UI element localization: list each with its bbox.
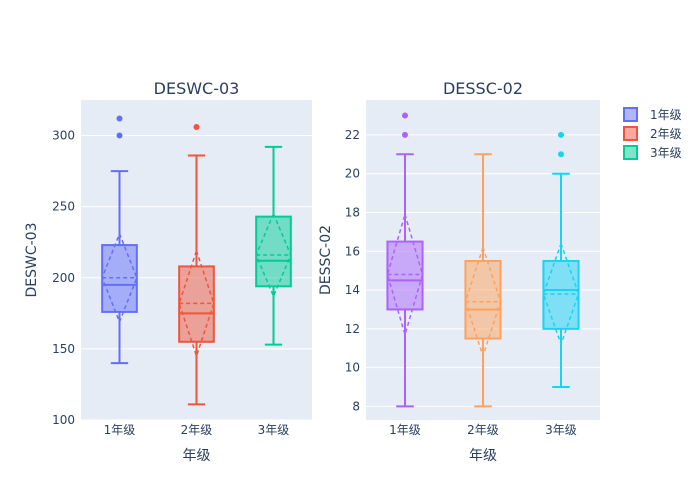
box-trace-2 [464, 153, 502, 408]
x-tick-label: 2年级 [467, 423, 499, 437]
sd-diamond [101, 231, 138, 324]
subplot-title: DESSC-02 [443, 79, 523, 98]
box-iqr [386, 240, 424, 311]
y-tick-label: 12 [345, 322, 360, 336]
outlier-point [402, 131, 408, 138]
y-tick-label: 200 [52, 271, 75, 285]
x-axis-label: 年级 [183, 448, 211, 464]
box-trace-2 [178, 124, 215, 406]
box-trace-1 [101, 115, 138, 365]
legend-swatch [623, 145, 638, 160]
box-trace-1 [386, 112, 424, 408]
outlier-point [116, 115, 123, 122]
x-tick-label: 1年级 [389, 423, 421, 437]
y-tick-label: 250 [52, 200, 75, 214]
outlier-point [558, 131, 564, 138]
y-tick-label: 16 [345, 244, 360, 258]
y-tick-label: 22 [345, 128, 360, 142]
legend-item-2[interactable]: 2年级 [623, 126, 682, 141]
y-tick-label: 100 [52, 413, 75, 427]
outlier-point [116, 132, 123, 139]
box-iqr [255, 215, 292, 288]
box-trace-3 [542, 131, 580, 389]
legend-item-1[interactable]: 1年级 [623, 107, 682, 122]
y-axis-label: DESSC-02 [318, 225, 334, 295]
box-iqr [464, 259, 502, 340]
y-tick-label: 300 [52, 129, 75, 143]
x-axis-label: 年级 [469, 448, 497, 464]
box-trace-3 [255, 145, 292, 346]
legend: 1年级 2年级 3年级 [623, 107, 682, 160]
outlier-point [402, 112, 408, 119]
x-tick-label: 3年级 [545, 423, 577, 437]
subplot-1: 100 150 200 250 300 1年级 2年级 3年级 DESWC-03 年级 DESWC-… [24, 79, 312, 464]
x-tick-label: 1年级 [104, 423, 136, 437]
legend-label: 3年级 [650, 146, 682, 160]
legend-label: 1年级 [650, 108, 682, 122]
x-tick-label: 2年级 [181, 423, 213, 437]
box-iqr [542, 259, 580, 330]
outlier-point [558, 151, 564, 158]
legend-swatch [623, 126, 638, 141]
sd-diamond [255, 211, 292, 299]
outlier-point [193, 124, 200, 131]
legend-item-3[interactable]: 3年级 [623, 145, 682, 160]
legend-label: 2年级 [650, 127, 682, 141]
y-tick-label: 18 [345, 205, 360, 219]
y-tick-label: 20 [345, 167, 360, 181]
sd-diamond [464, 244, 502, 359]
subplot-2: 8 10 12 14 16 18 20 22 1年级 2年级 3年级 DESSC-02 年级 DESSC-… [318, 79, 600, 464]
x-tick-label: 3年级 [258, 423, 290, 437]
sd-diamond [178, 248, 215, 359]
subplot-title: DESWC-03 [154, 79, 240, 98]
legend-swatch [623, 107, 638, 122]
y-tick-label: 10 [345, 361, 360, 375]
y-axis-label: DESWC-03 [24, 223, 40, 298]
sd-diamond [542, 241, 580, 347]
y-tick-label: 14 [345, 283, 360, 297]
y-tick-label: 8 [352, 399, 360, 413]
y-tick-label: 150 [52, 342, 75, 356]
